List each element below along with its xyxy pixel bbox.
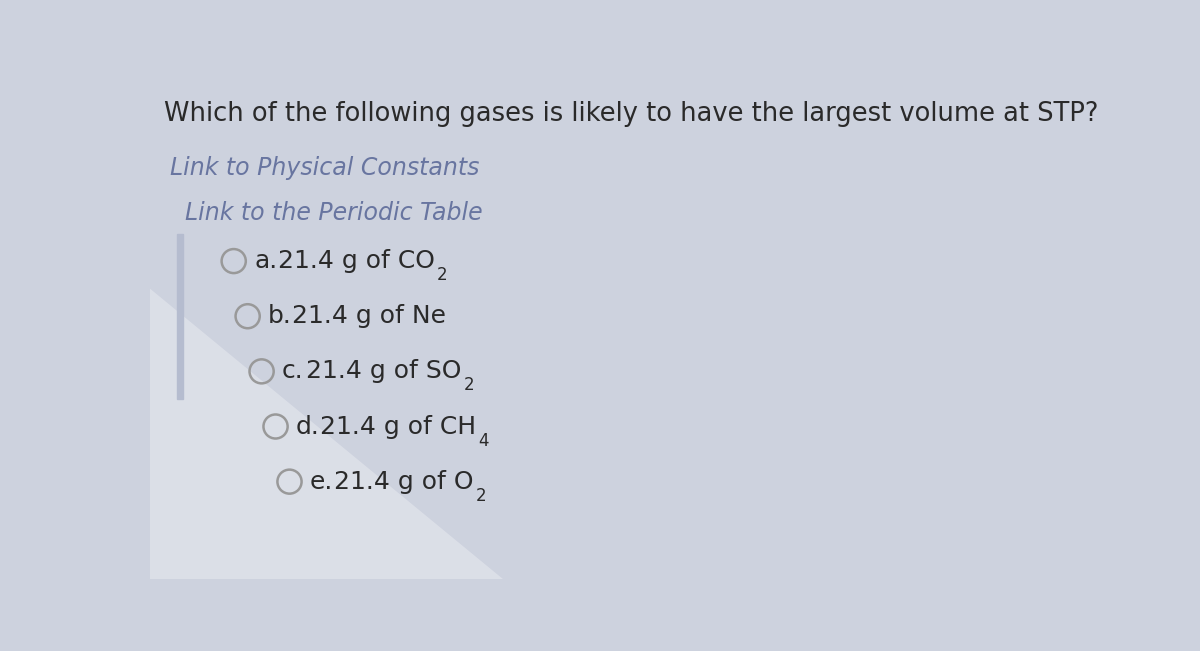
Text: e.: e. (310, 469, 334, 493)
Polygon shape (150, 288, 504, 579)
Text: Link to the Periodic Table: Link to the Periodic Table (185, 201, 482, 225)
Text: 21.4 g of CO: 21.4 g of CO (278, 249, 436, 273)
Text: d.: d. (296, 415, 320, 439)
Text: 21.4 g of O: 21.4 g of O (334, 469, 474, 493)
Text: 2: 2 (437, 266, 448, 284)
Text: 21.4 g of SO: 21.4 g of SO (306, 359, 462, 383)
Text: 2: 2 (475, 487, 486, 505)
Text: b.: b. (268, 304, 292, 328)
Text: Link to Physical Constants: Link to Physical Constants (170, 156, 480, 180)
Text: 21.4 g of CH: 21.4 g of CH (320, 415, 476, 439)
Text: Which of the following gases is likely to have the largest volume at STP?: Which of the following gases is likely t… (164, 101, 1098, 127)
Text: 2: 2 (463, 376, 474, 395)
Text: c.: c. (282, 359, 304, 383)
Text: 21.4 g of Ne: 21.4 g of Ne (293, 304, 446, 328)
Text: a.: a. (254, 249, 277, 273)
Bar (176, 234, 184, 399)
Text: 4: 4 (478, 432, 488, 450)
